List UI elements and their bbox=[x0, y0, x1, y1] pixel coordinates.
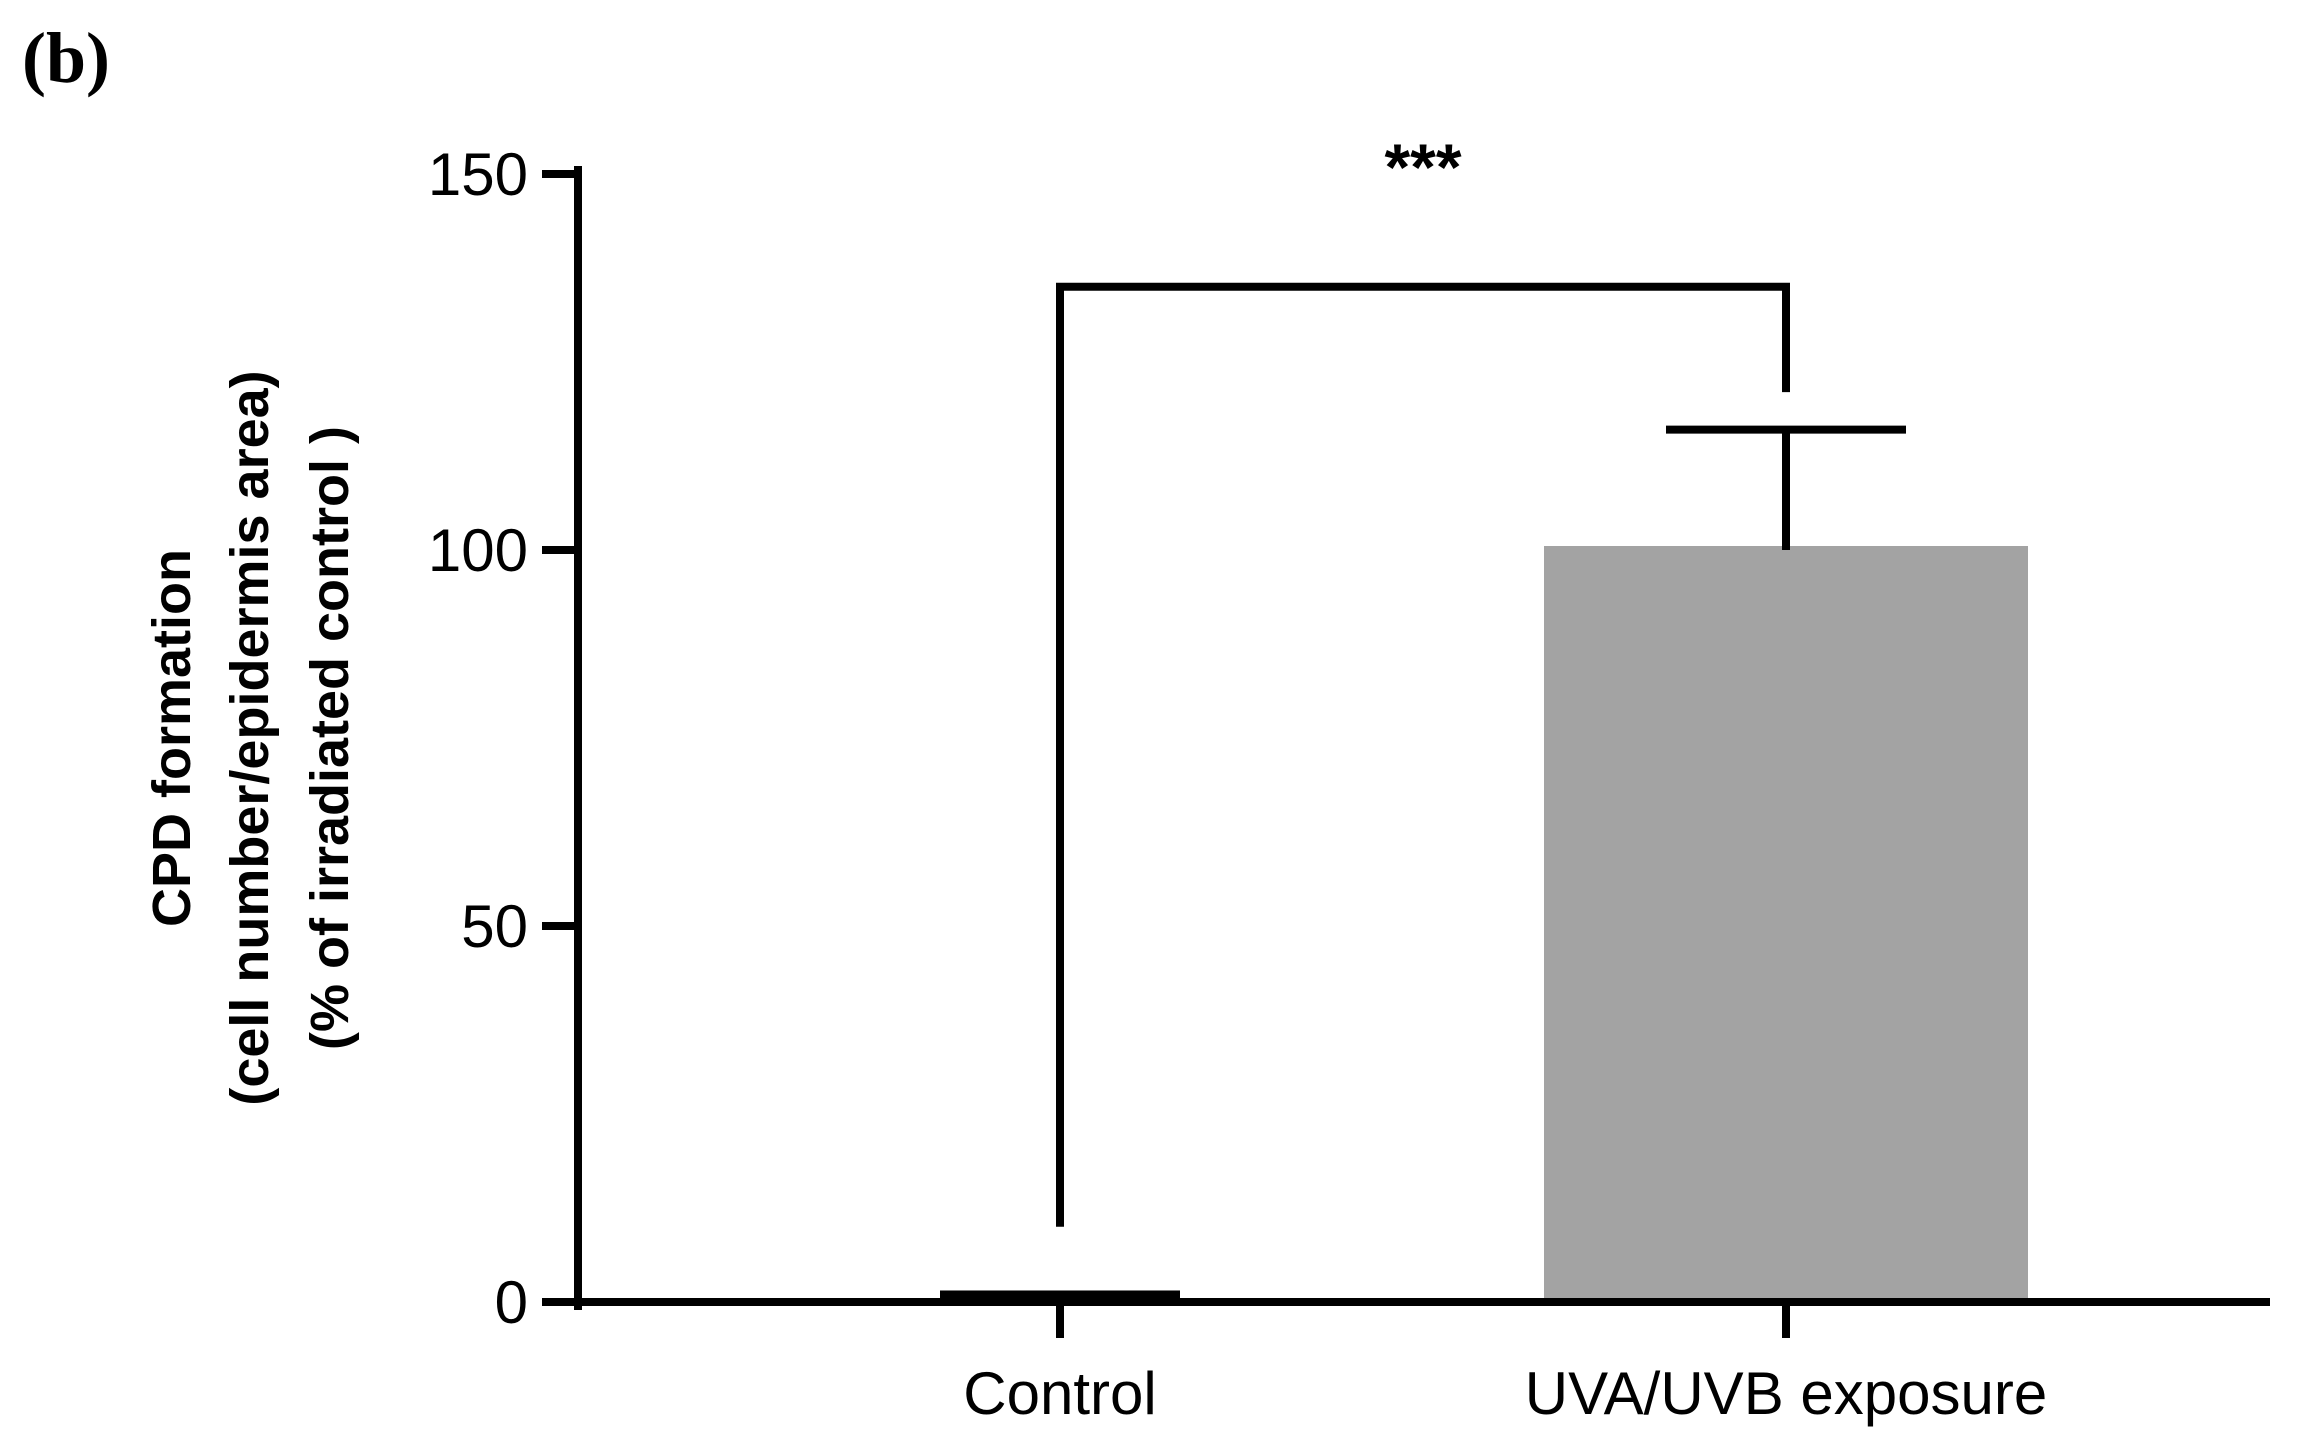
y-axis-label-line: CPD formation bbox=[142, 549, 202, 927]
bars bbox=[940, 546, 2028, 1298]
y-tick-label: 150 bbox=[428, 141, 528, 208]
y-tick-label: 0 bbox=[495, 1269, 528, 1336]
significance-annotation: *** bbox=[1056, 130, 1790, 1227]
error-bars bbox=[1666, 425, 1906, 550]
significance-stars: *** bbox=[1384, 130, 1461, 204]
panel-label: (b) bbox=[22, 18, 110, 98]
bar bbox=[940, 1290, 1180, 1298]
y-tick-label: 50 bbox=[461, 893, 528, 960]
significance-bracket bbox=[1056, 282, 1790, 1227]
x-category-label: UVA/UVB exposure bbox=[1525, 1360, 2047, 1427]
x-category-label: Control bbox=[963, 1360, 1156, 1427]
x-axis: Control UVA/UVB exposure bbox=[578, 1298, 2270, 1427]
y-axis-label-line: (cell number/epidermis area) bbox=[220, 370, 280, 1105]
bar bbox=[1544, 546, 2028, 1298]
y-axis-label: CPD formation (cell number/epidermis area… bbox=[142, 370, 360, 1105]
y-axis-label-line: (% of irradiated control ) bbox=[300, 426, 360, 1050]
y-axis: 0 50 100 150 bbox=[428, 141, 582, 1336]
y-tick-label: 100 bbox=[428, 517, 528, 584]
